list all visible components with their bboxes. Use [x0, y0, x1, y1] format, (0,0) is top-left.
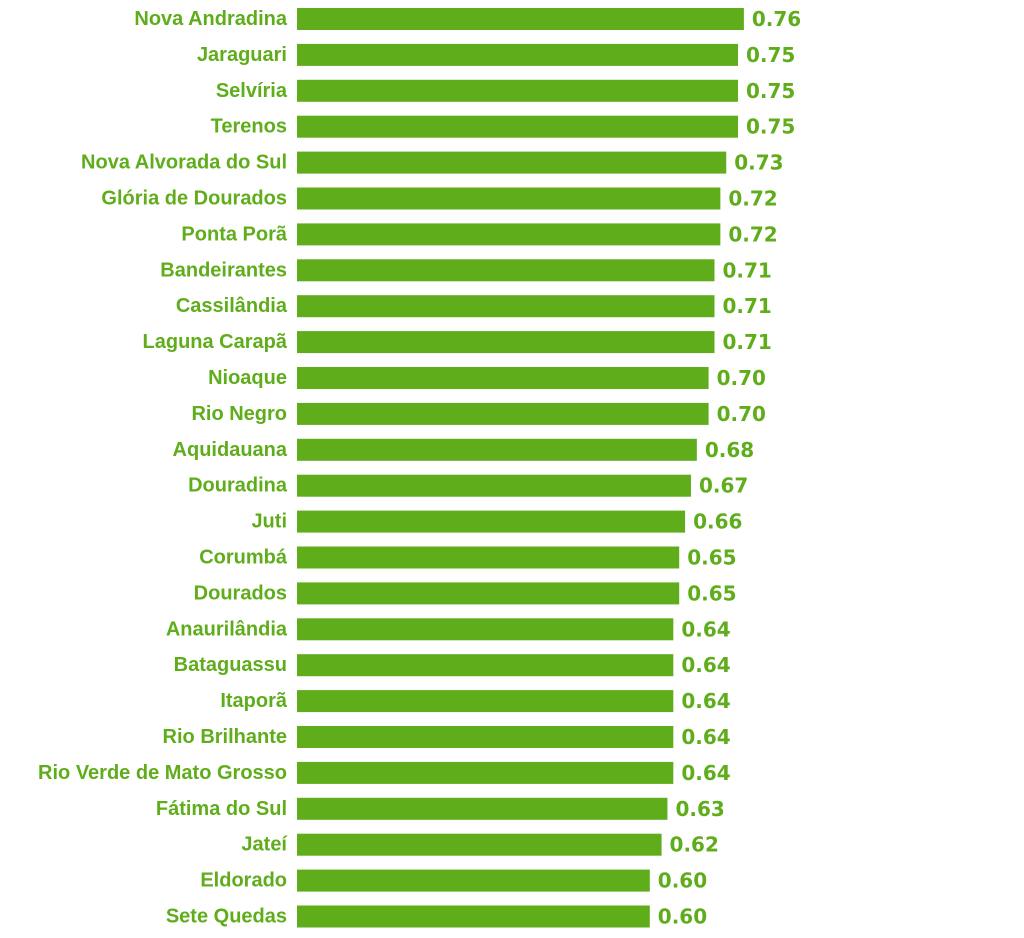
value-label: 0.64 [681, 725, 730, 749]
value-label: 0.68 [705, 438, 754, 462]
category-label: Bandeirantes [160, 259, 287, 281]
category-label: Terenos [211, 116, 287, 138]
category-label: Jateí [241, 834, 288, 856]
bar [297, 690, 674, 713]
category-label: Dourados [194, 582, 287, 604]
bar [297, 905, 650, 928]
value-label: 0.65 [687, 581, 736, 605]
value-label: 0.75 [746, 115, 795, 139]
category-label: Sete Quedas [166, 906, 287, 928]
category-label: Nioaque [208, 367, 287, 389]
bar [297, 115, 738, 138]
value-label: 0.62 [670, 833, 719, 857]
category-label: Corumbá [199, 547, 288, 569]
value-label: 0.73 [734, 151, 783, 175]
bar [297, 726, 674, 748]
value-label: 0.70 [717, 366, 766, 390]
bar [297, 331, 715, 354]
value-label: 0.71 [722, 330, 771, 354]
category-label: Rio Negro [191, 403, 287, 425]
bar [297, 367, 709, 389]
category-label: Nova Andradina [134, 8, 287, 30]
value-label: 0.72 [728, 187, 777, 211]
category-label: Itaporã [220, 690, 288, 712]
bar [297, 474, 691, 497]
bar [297, 438, 697, 461]
category-label: Glória de Dourados [101, 188, 287, 210]
value-label: 0.71 [722, 258, 771, 282]
bar [297, 402, 709, 425]
category-label: Nova Alvorada do Sul [81, 152, 287, 174]
category-label: Rio Brilhante [163, 726, 287, 748]
category-label: Selvíria [216, 80, 288, 102]
category-label: Jaraguari [197, 44, 287, 66]
bar [297, 833, 662, 856]
bar [297, 79, 738, 102]
value-label: 0.65 [687, 546, 736, 570]
bar [297, 295, 715, 318]
bar [297, 761, 674, 784]
value-label: 0.70 [717, 402, 766, 426]
category-label: Bataguassu [174, 654, 287, 676]
bar [297, 869, 650, 892]
bar [297, 223, 721, 246]
value-label: 0.60 [658, 869, 707, 893]
value-label: 0.76 [752, 7, 801, 31]
category-label: Anaurilândia [166, 618, 288, 640]
value-label: 0.64 [681, 617, 730, 641]
category-label: Juti [251, 511, 287, 533]
category-label: Rio Verde de Mato Grosso [38, 762, 287, 784]
category-label: Fátima do Sul [156, 798, 287, 820]
bar [297, 582, 680, 605]
bar [297, 8, 744, 30]
bar [297, 654, 674, 677]
bar [297, 259, 715, 282]
category-label: Laguna Carapã [143, 331, 288, 353]
category-label: Eldorado [200, 870, 287, 892]
value-label: 0.64 [681, 653, 730, 677]
bar [297, 151, 727, 174]
value-label: 0.75 [746, 43, 795, 67]
category-label: Ponta Porã [181, 223, 287, 245]
value-label: 0.64 [681, 689, 730, 713]
value-label: 0.72 [728, 222, 777, 246]
bar [297, 797, 668, 820]
category-label: Cassilândia [176, 295, 288, 317]
value-label: 0.60 [658, 905, 707, 929]
value-label: 0.75 [746, 79, 795, 103]
category-label: Aquidauana [173, 439, 288, 461]
value-label: 0.67 [699, 474, 748, 498]
bar [297, 43, 738, 66]
bar [297, 510, 686, 533]
bar [297, 187, 721, 210]
category-label: Douradina [188, 475, 288, 497]
value-label: 0.64 [681, 761, 730, 785]
value-label: 0.71 [722, 294, 771, 318]
value-label: 0.63 [675, 797, 724, 821]
bar [297, 546, 680, 569]
bar [297, 618, 674, 641]
value-label: 0.66 [693, 510, 742, 534]
